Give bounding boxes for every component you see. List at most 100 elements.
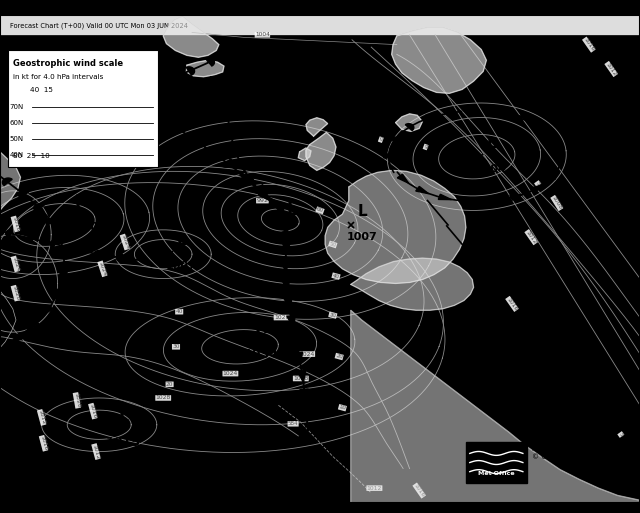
Polygon shape bbox=[235, 159, 244, 171]
Polygon shape bbox=[300, 389, 308, 401]
Polygon shape bbox=[510, 194, 523, 200]
Polygon shape bbox=[168, 93, 182, 102]
Text: 1012: 1012 bbox=[525, 229, 538, 245]
Polygon shape bbox=[487, 199, 500, 204]
Polygon shape bbox=[284, 297, 292, 309]
Bar bbox=[0, 15, 640, 35]
Polygon shape bbox=[56, 96, 63, 105]
Polygon shape bbox=[351, 258, 474, 310]
Polygon shape bbox=[128, 109, 141, 115]
Polygon shape bbox=[111, 101, 119, 110]
Polygon shape bbox=[189, 134, 199, 143]
Polygon shape bbox=[392, 28, 486, 93]
Text: 60N: 60N bbox=[10, 120, 24, 126]
Text: 1012: 1012 bbox=[37, 409, 46, 425]
Polygon shape bbox=[0, 152, 20, 210]
Polygon shape bbox=[228, 68, 236, 81]
Polygon shape bbox=[258, 191, 271, 202]
Text: 1016: 1016 bbox=[88, 403, 97, 419]
Polygon shape bbox=[281, 223, 289, 235]
Polygon shape bbox=[224, 124, 232, 135]
Text: in kt for 4.0 hPa intervals: in kt for 4.0 hPa intervals bbox=[13, 74, 103, 80]
Polygon shape bbox=[42, 305, 53, 316]
Polygon shape bbox=[60, 271, 67, 282]
Text: 1012: 1012 bbox=[605, 61, 618, 77]
Text: 1007: 1007 bbox=[166, 262, 196, 271]
Polygon shape bbox=[269, 198, 280, 207]
Polygon shape bbox=[302, 407, 310, 420]
Text: 1034: 1034 bbox=[244, 348, 278, 361]
Text: 584: 584 bbox=[288, 421, 298, 426]
Text: 5: 5 bbox=[534, 181, 541, 187]
Polygon shape bbox=[108, 124, 122, 132]
Text: 5: 5 bbox=[618, 431, 624, 438]
Polygon shape bbox=[532, 123, 545, 131]
Polygon shape bbox=[223, 105, 231, 117]
Polygon shape bbox=[551, 135, 561, 144]
Polygon shape bbox=[166, 74, 174, 83]
Text: 20: 20 bbox=[166, 382, 173, 387]
Polygon shape bbox=[531, 185, 544, 192]
Polygon shape bbox=[54, 289, 63, 300]
Text: 1024: 1024 bbox=[120, 234, 129, 250]
Polygon shape bbox=[46, 219, 57, 225]
Polygon shape bbox=[396, 114, 422, 131]
Polygon shape bbox=[186, 60, 224, 77]
Text: 1012: 1012 bbox=[367, 486, 382, 490]
Text: 80  25  10: 80 25 10 bbox=[13, 153, 49, 159]
Text: 40  15: 40 15 bbox=[30, 87, 53, 93]
Text: L: L bbox=[486, 135, 497, 151]
Polygon shape bbox=[275, 205, 284, 217]
Polygon shape bbox=[549, 169, 558, 180]
Polygon shape bbox=[128, 114, 142, 122]
Polygon shape bbox=[152, 114, 161, 123]
Text: 1028: 1028 bbox=[156, 396, 171, 401]
Polygon shape bbox=[28, 320, 39, 331]
Text: 30: 30 bbox=[172, 344, 180, 349]
Polygon shape bbox=[298, 370, 306, 383]
Text: L: L bbox=[118, 408, 129, 426]
Text: 10: 10 bbox=[338, 404, 347, 411]
Polygon shape bbox=[426, 114, 433, 122]
Polygon shape bbox=[306, 118, 328, 136]
Text: 60: 60 bbox=[316, 207, 324, 214]
Polygon shape bbox=[205, 147, 216, 156]
Polygon shape bbox=[282, 279, 290, 291]
Text: 1016: 1016 bbox=[506, 296, 518, 311]
Polygon shape bbox=[189, 83, 203, 91]
Polygon shape bbox=[232, 50, 240, 62]
Polygon shape bbox=[3, 178, 12, 186]
Text: 30: 30 bbox=[328, 312, 337, 319]
Polygon shape bbox=[79, 94, 86, 103]
Text: metoffice.gov.uk
© Crown Copyright: metoffice.gov.uk © Crown Copyright bbox=[532, 446, 600, 460]
Text: 1030: 1030 bbox=[65, 221, 99, 234]
Text: 992: 992 bbox=[257, 198, 268, 203]
Polygon shape bbox=[282, 242, 291, 254]
Text: 1020: 1020 bbox=[11, 285, 20, 301]
Text: 1004: 1004 bbox=[255, 32, 270, 37]
Polygon shape bbox=[94, 250, 100, 258]
Polygon shape bbox=[397, 174, 408, 183]
Polygon shape bbox=[58, 252, 70, 256]
Text: 50N: 50N bbox=[10, 136, 24, 142]
Text: L: L bbox=[176, 233, 186, 248]
Polygon shape bbox=[19, 190, 29, 198]
Text: 0: 0 bbox=[378, 136, 383, 143]
Polygon shape bbox=[211, 75, 225, 82]
Text: 40: 40 bbox=[175, 309, 183, 314]
Polygon shape bbox=[145, 81, 152, 89]
Polygon shape bbox=[28, 235, 35, 243]
Text: Forecast Chart (T+00) Valid 00 UTC Mon 03 JUN 2024: Forecast Chart (T+00) Valid 00 UTC Mon 0… bbox=[10, 23, 188, 29]
Text: 1024: 1024 bbox=[11, 256, 20, 272]
Polygon shape bbox=[405, 124, 414, 130]
Text: 1015: 1015 bbox=[106, 436, 141, 449]
Polygon shape bbox=[510, 115, 523, 121]
Polygon shape bbox=[148, 104, 163, 112]
Text: 1020: 1020 bbox=[73, 392, 81, 408]
Polygon shape bbox=[557, 151, 564, 161]
Polygon shape bbox=[351, 310, 640, 503]
Polygon shape bbox=[116, 254, 122, 262]
Text: 9: 9 bbox=[423, 144, 428, 150]
Polygon shape bbox=[225, 87, 234, 98]
Polygon shape bbox=[383, 154, 394, 158]
